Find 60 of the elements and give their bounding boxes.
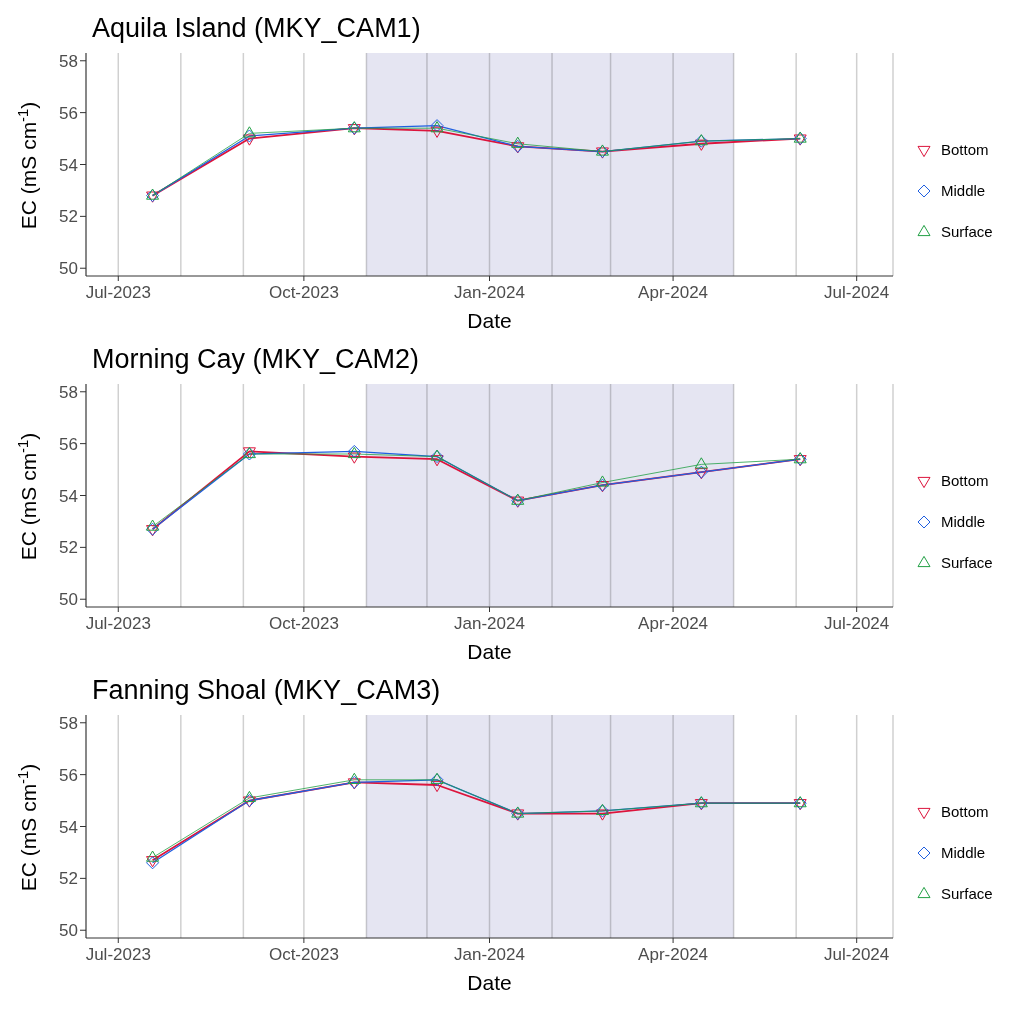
legend-label: Bottom — [941, 141, 989, 158]
y-tick-label: 58 — [59, 713, 78, 733]
point — [430, 455, 444, 467]
point — [146, 850, 160, 862]
y-tick-label: 52 — [59, 538, 78, 558]
x-axis-title: Date — [467, 640, 512, 663]
point — [430, 780, 444, 793]
y-tick-label: 52 — [59, 207, 78, 227]
point — [347, 452, 361, 464]
point — [511, 136, 525, 148]
y-tick-label: 56 — [59, 765, 78, 785]
x-tick-label: Oct-2023 — [268, 283, 339, 302]
x-tick-label: Jul-2024 — [824, 283, 890, 302]
point — [242, 126, 256, 138]
y-tick-label: 56 — [59, 434, 78, 454]
x-tick-label: Jul-2023 — [85, 283, 151, 302]
y-tick-label: 58 — [59, 51, 78, 71]
x-tick-label: Jul-2023 — [85, 614, 151, 633]
y-tick-label: 56 — [59, 103, 78, 123]
x-tick-label: Apr-2024 — [638, 283, 709, 302]
point — [242, 134, 256, 146]
y-tick-label: 52 — [59, 869, 78, 889]
legend-label: Surface — [941, 885, 993, 902]
point — [347, 772, 361, 784]
y-tick-label: 50 — [59, 921, 78, 941]
point — [242, 790, 256, 803]
x-axis-title: Date — [467, 309, 512, 332]
y-tick-label: 54 — [59, 155, 78, 175]
x-tick-label: Apr-2024 — [638, 614, 709, 633]
legend-label: Middle — [941, 844, 986, 861]
legend-label: Bottom — [941, 803, 989, 820]
x-tick-label: Oct-2023 — [268, 614, 339, 633]
x-tick-label: Jan-2024 — [454, 283, 525, 302]
x-tick-label: Jan-2024 — [454, 945, 525, 964]
y-tick-label: 50 — [59, 590, 78, 610]
x-axis-title: Date — [467, 971, 512, 994]
x-tick-label: Jan-2024 — [454, 614, 525, 633]
point — [595, 809, 609, 821]
y-tick-label: 50 — [59, 259, 78, 279]
y-tick-label: 54 — [59, 486, 78, 506]
chart-title: Aquila Island (MKY_CAM1) — [91, 12, 422, 45]
x-tick-label: Jul-2024 — [824, 614, 890, 633]
point — [595, 475, 609, 487]
chart-title: Morning Cay (MKY_CAM2) — [91, 343, 421, 376]
chart-title: Fanning Shoal (MKY_CAM3) — [91, 674, 442, 707]
legend-label: Surface — [941, 554, 993, 571]
legend-label: Bottom — [941, 472, 989, 489]
point — [242, 129, 256, 143]
y-tick-label: 54 — [59, 817, 78, 837]
legend-label: Surface — [941, 223, 993, 240]
point — [694, 457, 708, 469]
point — [430, 126, 444, 138]
y-tick-label: 58 — [59, 382, 78, 402]
x-tick-label: Jul-2024 — [824, 945, 890, 964]
legend-label: Middle — [941, 513, 986, 530]
x-tick-label: Apr-2024 — [638, 945, 709, 964]
legend-label: Middle — [941, 182, 986, 199]
x-tick-label: Oct-2023 — [268, 945, 339, 964]
point — [146, 519, 160, 531]
x-tick-label: Jul-2023 — [85, 945, 151, 964]
